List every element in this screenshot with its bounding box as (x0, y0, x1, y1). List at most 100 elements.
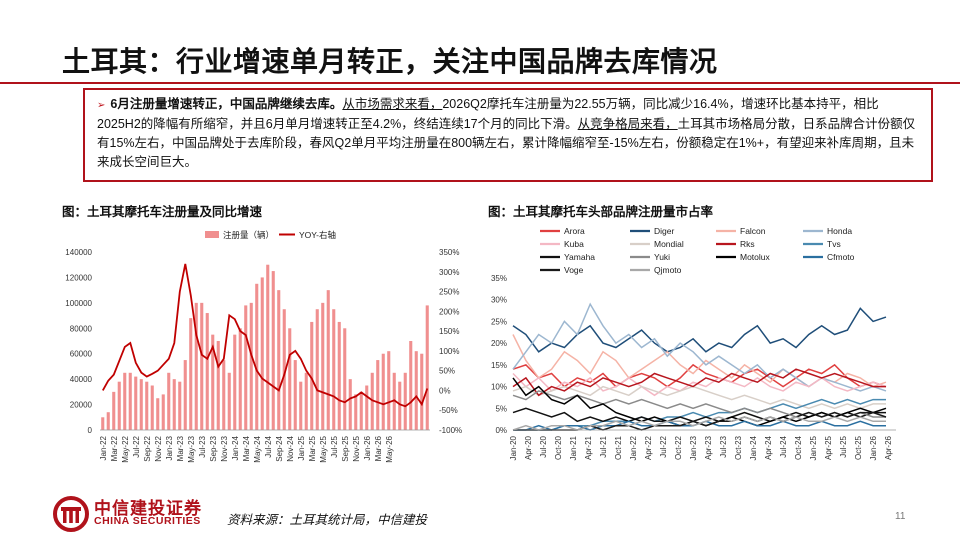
registration-bar (387, 351, 391, 430)
registration-bar (194, 302, 198, 430)
x-axis-tick-label: Jan-23 (689, 435, 698, 460)
share-line-arora (512, 363, 887, 388)
x-axis-tick-label: Apr-26 (884, 435, 893, 460)
x-axis-tick-label: May-23 (187, 435, 196, 462)
y-axis-tick-label: 80000 (70, 324, 93, 333)
legend-label-kuba: Kuba (564, 239, 584, 249)
y2-axis-tick-label: 350% (439, 248, 459, 257)
registration-bar (354, 394, 358, 430)
registration-bar (178, 381, 182, 430)
x-axis-tick-label: Jan-25 (297, 435, 306, 460)
share-line-diger (512, 307, 887, 353)
x-axis-tick-label: Oct-22 (674, 435, 683, 460)
legend-label-falcon: Falcon (740, 226, 766, 236)
x-axis-tick-label: Jul-22 (659, 435, 668, 457)
registration-bar (326, 290, 330, 430)
brand-name-cn: 中信建投证券 (94, 499, 202, 518)
y-axis-tick-label: 25% (491, 317, 507, 326)
legend-label-honda: Honda (827, 226, 852, 236)
x-axis-tick-label: Nov-22 (154, 435, 163, 461)
registration-bar (112, 391, 116, 430)
registration-bar (365, 385, 369, 430)
x-axis-tick-label: Sep-22 (143, 435, 152, 461)
summary-box: ➢ 6月注册量增速转正，中国品牌继续去库。从市场需求来看，2026Q2摩托车注册量… (83, 88, 933, 182)
registration-bar (145, 381, 149, 430)
summary-lead: 6月注册量增速转正，中国品牌继续去库。 (110, 97, 343, 111)
y2-axis-tick-label: 0% (439, 386, 451, 395)
x-axis-tick-label: Jul-25 (839, 435, 848, 457)
registration-bar (266, 264, 270, 430)
legend-label-arora: Arora (564, 226, 585, 236)
brand-name-en: CHINA SECURITIES (94, 515, 201, 527)
x-axis-tick-label: Jan-21 (569, 435, 578, 460)
summary-text-demand: 2026Q2摩托车注册量为22.55万辆，同比减少16.4%，增速环比基本持平，… (97, 97, 879, 131)
registration-bar (370, 372, 374, 430)
y-axis-tick-label: 0% (495, 426, 507, 435)
x-axis-tick-label: Sep-24 (275, 435, 284, 461)
registration-bar (227, 372, 231, 430)
x-axis-tick-label: May-24 (253, 435, 262, 462)
china-securities-logo (53, 496, 89, 532)
registration-bar (139, 379, 143, 430)
registration-bar (398, 381, 402, 430)
registration-bar (255, 283, 259, 430)
registration-bar (348, 379, 352, 430)
y2-axis-tick-label: 50% (439, 367, 455, 376)
x-axis-tick-label: May-26 (385, 435, 394, 462)
x-axis-tick-label: Jul-21 (599, 435, 608, 457)
registration-bar (403, 372, 407, 430)
registration-bar (332, 309, 336, 430)
summary-text-competition: 土耳其市场格局分散，日系品牌合计份额仅有15%左右，中国品牌处于去库阶段，春风Q… (97, 117, 916, 169)
y2-axis-tick-label: 300% (439, 268, 459, 277)
registration-bar (282, 309, 286, 430)
registration-bar (277, 290, 281, 430)
registration-bar (414, 351, 418, 430)
registration-bar (200, 302, 204, 430)
x-axis-tick-label: Jan-24 (749, 435, 758, 460)
x-axis-tick-label: Oct-21 (614, 435, 623, 460)
x-axis-tick-label: Jan-22 (99, 435, 108, 460)
x-axis-tick-label: Jan-24 (231, 435, 240, 460)
page-title: 土耳其：行业增速单月转正，关注中国品牌去库情况 (62, 46, 718, 77)
registration-bar (128, 372, 132, 430)
x-axis-tick-label: Nov-25 (352, 435, 361, 461)
legend-label-rks: Rks (740, 239, 755, 249)
registration-bar (156, 398, 160, 430)
x-axis-tick-label: Apr-24 (764, 435, 773, 460)
x-axis-tick-label: Jan-22 (629, 435, 638, 460)
x-axis-tick-label: Sep-25 (341, 435, 350, 461)
registration-bar (189, 318, 193, 430)
x-axis-tick-label: Apr-20 (524, 435, 533, 460)
x-axis-tick-label: Apr-21 (584, 435, 593, 460)
registration-bar (249, 302, 253, 430)
x-axis-tick-label: Jul-20 (539, 435, 548, 457)
y-axis-tick-label: 120000 (65, 273, 92, 282)
registration-bar (359, 391, 363, 430)
share-line-qjmoto (512, 416, 886, 431)
registration-bar (205, 313, 209, 430)
registration-bar (183, 360, 187, 430)
y2-axis-tick-label: -50% (439, 406, 458, 415)
registration-bar (315, 309, 319, 430)
legend-label-qjmoto: Qjmoto (654, 265, 682, 275)
registration-bar (425, 305, 429, 430)
registration-bar (381, 353, 385, 430)
registration-bar (321, 302, 325, 430)
x-axis-tick-label: Jul-23 (198, 435, 207, 457)
y-axis-tick-label: 20% (491, 339, 507, 348)
x-axis-tick-label: Jan-23 (165, 435, 174, 460)
registration-bar (392, 372, 396, 430)
registration-bar (304, 372, 308, 430)
share-line-rks (512, 368, 886, 397)
x-axis-tick-label: Mar-25 (308, 435, 317, 461)
legend-label-diger: Diger (654, 226, 674, 236)
y2-axis-tick-label: 200% (439, 307, 459, 316)
x-axis-tick-label: Nov-24 (286, 435, 295, 461)
registration-bar (299, 381, 303, 430)
legend-label-yoy: YOY-右轴 (299, 230, 336, 240)
registration-bar (244, 305, 248, 430)
title-divider (0, 82, 960, 84)
registration-bar (409, 341, 413, 430)
yoy-line (102, 263, 429, 408)
registration-bar (376, 360, 380, 430)
